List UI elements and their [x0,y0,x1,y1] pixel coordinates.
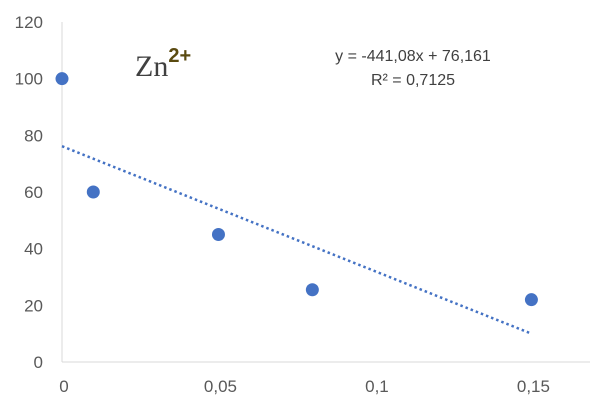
species-label: Zn2+ [135,45,191,83]
x-tick-label: 0,05 [204,377,237,396]
data-point [86,185,100,199]
y-tick-label: 100 [15,70,43,89]
species-label-base: Zn [135,50,168,83]
y-tick-label: 80 [24,126,43,145]
data-points [55,72,538,307]
x-tick-label: 0 [59,377,68,396]
y-tick-label: 0 [34,353,43,372]
y-tick-label: 20 [24,296,43,315]
y-tick-label: 60 [24,183,43,202]
x-tick-label: 0,1 [365,377,389,396]
data-point [524,293,538,307]
x-tick-label: 0,15 [517,377,550,396]
data-point [55,72,69,86]
r-squared-label: R² = 0,7125 [371,72,455,89]
y-tick-label: 120 [15,13,43,32]
y-axis-tick-labels: 0 20 40 60 80 100 120 [15,13,43,372]
trendline-equation: y = -441,08x + 76,161 [335,48,491,65]
y-tick-label: 40 [24,240,43,259]
data-point [211,228,225,241]
species-label-superscript: 2+ [168,45,191,67]
x-axis-tick-labels: 0 0,05 0,1 0,15 [59,377,550,396]
data-point [305,283,319,297]
trendline [61,145,532,335]
